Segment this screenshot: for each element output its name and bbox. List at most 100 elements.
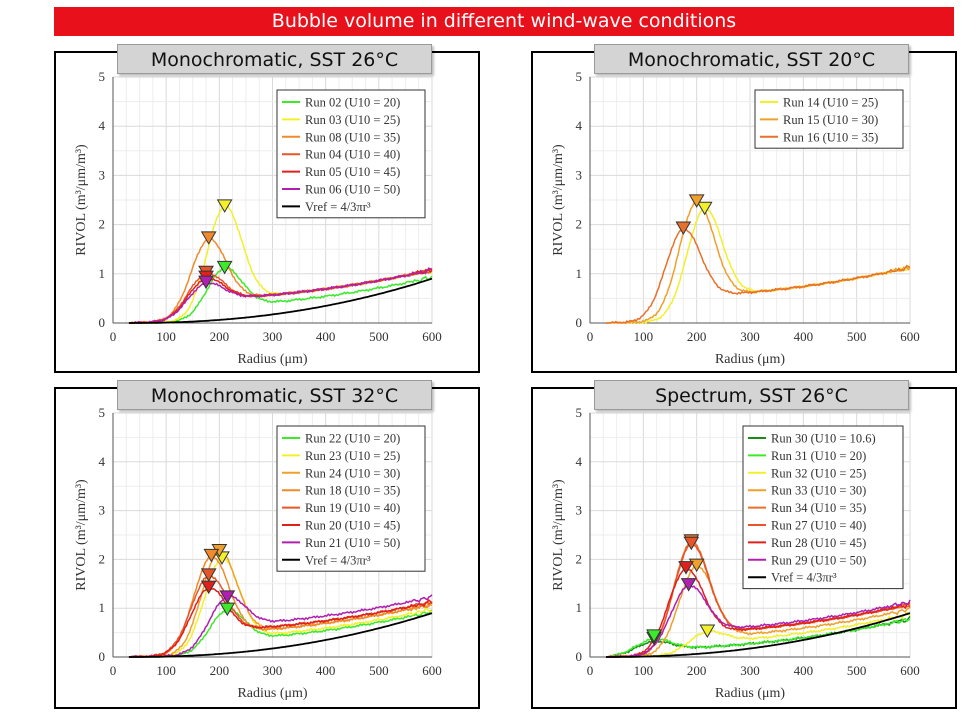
legend-label: Vref = 4/3πr³	[305, 553, 371, 567]
x-tick-label: 600	[900, 663, 920, 678]
legend-label: Run 16 (U10 = 35)	[783, 130, 878, 144]
x-tick-label: 500	[369, 663, 389, 678]
y-tick-label: 2	[576, 551, 583, 566]
peak-marker	[688, 194, 705, 208]
legend-label: Run 34 (U10 = 35)	[771, 501, 866, 515]
y-tick-label: 5	[576, 69, 583, 84]
y-tick-label: 3	[576, 167, 583, 182]
legend-label: Run 31 (U10 = 20)	[771, 449, 866, 463]
x-tick-label: 300	[263, 329, 283, 344]
legend-label: Run 03 (U10 = 25)	[305, 113, 400, 127]
x-tick-label: 400	[794, 329, 814, 344]
legend-label: Run 14 (U10 = 25)	[783, 96, 878, 110]
y-tick-label: 2	[576, 217, 583, 232]
peak-marker	[216, 260, 233, 275]
y-tick-label: 1	[99, 600, 106, 615]
legend-box	[742, 425, 904, 590]
x-tick-label: 500	[369, 329, 389, 344]
legend-label: Run 15 (U10 = 30)	[783, 113, 878, 127]
peak-marker	[203, 548, 220, 563]
y-tick-label: 0	[99, 649, 106, 664]
peak-marker	[675, 221, 692, 235]
x-tick-label: 300	[263, 663, 283, 678]
x-tick-label: 100	[634, 329, 654, 344]
panel-title-mono-26: Monochromatic, SST 26°C	[117, 44, 432, 74]
peak-marker	[200, 568, 217, 582]
legend-label: Run 23 (U10 = 25)	[305, 449, 400, 463]
peak-marker	[219, 590, 236, 604]
peak-marker	[216, 199, 233, 213]
y-tick-label: 5	[576, 405, 583, 420]
y-tick-label: 1	[576, 600, 583, 615]
x-tick-label: 500	[847, 663, 867, 678]
legend-label: Run 05 (U10 = 45)	[305, 165, 400, 179]
x-tick-label: 600	[900, 329, 920, 344]
series-line	[606, 584, 911, 658]
y-tick-label: 1	[576, 266, 583, 281]
x-tick-label: 600	[422, 329, 442, 344]
legend-label: Run 02 (U10 = 20)	[305, 96, 400, 110]
legend-label: Run 04 (U10 = 40)	[305, 148, 400, 162]
x-axis-label: Radius (μm)	[715, 352, 785, 367]
y-tick-label: 4	[576, 454, 583, 469]
peak-marker	[696, 201, 713, 216]
x-tick-label: 300	[740, 663, 760, 678]
legend-label: Run 27 (U10 = 40)	[771, 519, 866, 533]
panel-title-mono-32: Monochromatic, SST 32°C	[117, 380, 432, 410]
peak-marker	[683, 536, 700, 551]
legend-label: Run 24 (U10 = 30)	[305, 466, 400, 480]
peak-marker	[699, 624, 716, 639]
y-tick-label: 3	[99, 503, 106, 518]
x-tick-label: 0	[587, 663, 594, 678]
x-tick-label: 0	[110, 329, 117, 344]
y-tick-label: 0	[576, 315, 583, 330]
legend-label: Run 29 (U10 = 50)	[771, 553, 866, 567]
series-line	[128, 612, 433, 658]
y-axis-label: RIVOL (m³/μm/m³)	[551, 479, 566, 591]
x-tick-label: 200	[210, 329, 230, 344]
legend-label: Run 18 (U10 = 35)	[305, 484, 400, 498]
peak-marker	[198, 275, 214, 290]
y-tick-label: 1	[99, 266, 106, 281]
legend-label: Run 21 (U10 = 50)	[305, 536, 400, 550]
y-axis-label: RIVOL (m³/μm/m³)	[551, 144, 566, 256]
legend-label: Run 28 (U10 = 45)	[771, 536, 866, 550]
x-axis-label: Radius (μm)	[715, 686, 785, 701]
x-tick-label: 300	[740, 329, 760, 344]
x-tick-label: 100	[634, 663, 654, 678]
x-axis-label: Radius (μm)	[237, 352, 307, 367]
legend-label: Run 30 (U10 = 10.6)	[771, 432, 876, 446]
x-tick-label: 200	[210, 663, 230, 678]
panel-title-spectrum-26: Spectrum, SST 26°C	[594, 380, 909, 410]
y-axis-label: RIVOL (m³/μm/m³)	[74, 479, 89, 591]
x-tick-label: 100	[156, 329, 176, 344]
x-tick-label: 500	[847, 329, 867, 344]
y-tick-label: 3	[99, 167, 106, 182]
x-tick-label: 100	[156, 663, 176, 678]
legend-label: Vref = 4/3πr³	[771, 571, 837, 585]
y-tick-label: 4	[99, 454, 106, 469]
x-tick-label: 0	[587, 329, 594, 344]
x-tick-label: 200	[687, 329, 707, 344]
peak-marker	[646, 629, 662, 643]
peak-marker	[678, 561, 694, 575]
legend-label: Run 22 (U10 = 20)	[305, 432, 400, 446]
legend-label: Run 06 (U10 = 50)	[305, 183, 400, 197]
y-tick-label: 2	[99, 551, 106, 566]
peak-marker	[200, 231, 217, 245]
series-line	[606, 227, 911, 324]
series-line	[128, 267, 433, 324]
series-line	[606, 564, 911, 658]
series-line	[128, 267, 433, 324]
x-tick-label: 200	[687, 663, 707, 678]
legend-label: Run 33 (U10 = 30)	[771, 484, 866, 498]
y-tick-label: 5	[99, 405, 106, 420]
peak-marker	[680, 578, 697, 592]
series-line	[128, 586, 433, 658]
y-axis-label: RIVOL (m³/μm/m³)	[74, 144, 89, 256]
y-tick-label: 3	[576, 503, 583, 518]
banner-title: Bubble volume in different wind-wave con…	[54, 7, 954, 36]
legend-label: Run 32 (U10 = 25)	[771, 466, 866, 480]
y-tick-label: 2	[99, 217, 106, 232]
series-line	[128, 277, 433, 324]
